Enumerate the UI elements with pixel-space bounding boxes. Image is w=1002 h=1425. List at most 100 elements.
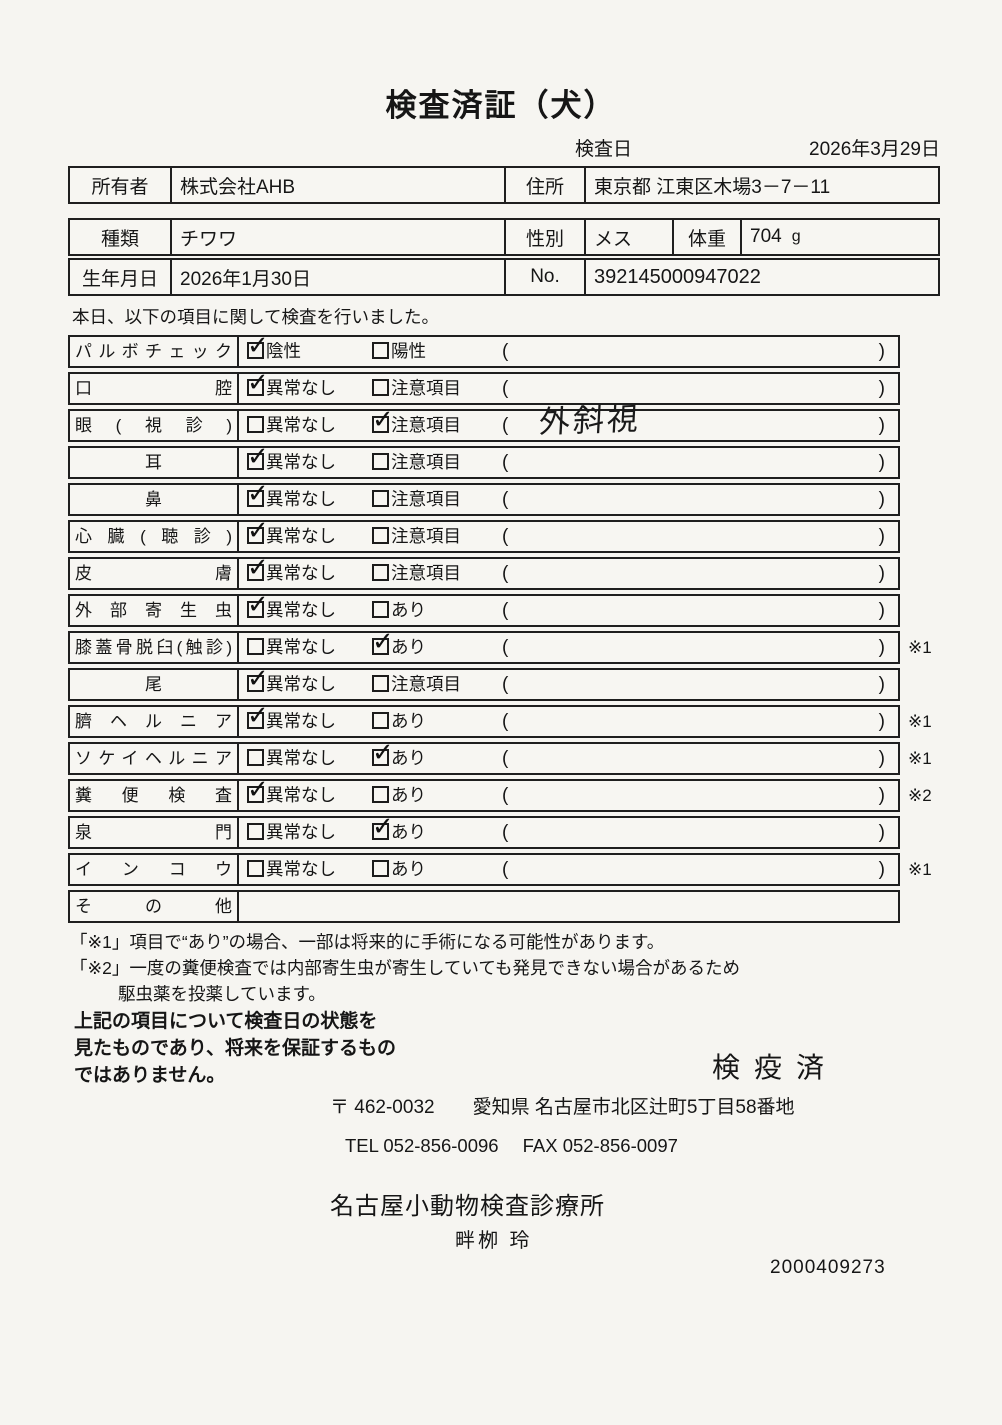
weight-label: 体重 [674, 220, 742, 254]
owner-label: 所有者 [70, 168, 172, 202]
paren-close-char: ) [878, 452, 885, 473]
option-1-label: 異常なし [266, 452, 336, 472]
paren-close-char: ) [878, 415, 885, 436]
checkbox-option-2: ✓ [372, 527, 389, 544]
exam-row-content: ✓ 異常なし ✓ 注意項目 ( ) [239, 665, 898, 699]
intro-text: 本日、以下の項目に関して検査を行いました。 [72, 307, 439, 327]
exam-row: 泉門 ✓ 異常なし ✓ あり ( ) [68, 813, 900, 849]
number-value: 392145000947022 [594, 265, 761, 288]
option-2-label: 注意項目 [391, 415, 461, 435]
checkbox-option-2: ✓ [372, 739, 394, 766]
exam-row: 口腔 ✓ 異常なし ✓ 注意項目 ( ) [68, 369, 900, 405]
option-2-label: あり [391, 637, 426, 657]
footnote-2: 「※2」一度の糞便検査では内部寄生虫が寄生していても発見できない場合があるため [70, 958, 740, 978]
footnote-mark: ※1 [908, 749, 932, 768]
paren-close-char: ) [878, 859, 885, 880]
exam-row-content: ✓ 異常なし ✓ 注意項目 ( ) [239, 369, 898, 403]
checkbox-option-1: ✓ [247, 416, 264, 433]
weight-unit: g [791, 228, 801, 245]
owner-value: 株式会社AHB [172, 168, 506, 202]
clinic-address: 愛知県 名古屋市北区辻町5丁目58番地 [472, 1097, 795, 1118]
exam-row: 鼻 ✓ 異常なし ✓ 注意項目 ( ) [68, 480, 900, 516]
paren-open-char: ( [502, 452, 509, 473]
address-value: 東京都 江東区木場3－7－11 [594, 176, 831, 198]
paren-close-char: ) [878, 748, 885, 769]
check-mark-icon: ✓ [247, 589, 269, 619]
clinic-postal-code: 〒 462-0032 [330, 1097, 435, 1118]
paren-open-char: ( [502, 341, 509, 362]
paren-open-char: ( [502, 378, 509, 399]
footnote-mark: ※1 [908, 712, 932, 731]
paren-open-char: ( [502, 563, 509, 584]
check-mark-icon: ✓ [372, 737, 394, 767]
exam-row: パルボチェック ✓ 陰性 ✓ 陽性 ( ) [68, 332, 900, 368]
exam-row-content: ✓ ✓ ( ) [239, 892, 898, 921]
exam-row: ソケイヘルニア ✓ 異常なし ✓ あり ( ) ※1 [68, 739, 932, 775]
checkbox-option-1: ✓ [247, 749, 264, 766]
exam-row: 皮膚 ✓ 異常なし ✓ 注意項目 ( ) [68, 552, 900, 590]
exam-row-label: インコウ [70, 855, 239, 884]
exam-row: 耳 ✓ 異常なし ✓ 注意項目 ( ) [68, 443, 900, 479]
paren-open-char: ( [502, 600, 509, 621]
option-1-label: 異常なし [266, 600, 336, 620]
footnote-mark: ※1 [908, 860, 932, 879]
exam-row-content: ✓ 異常なし ✓ 注意項目 ( 外斜視 ) [239, 401, 898, 440]
check-mark-icon: ✓ [247, 478, 269, 508]
exam-row: インコウ ✓ 異常なし ✓ あり ( ) ※1 [68, 853, 932, 886]
birthdate-row: 生年月日 2026年1月30日 No. 392145000947022 [68, 258, 940, 296]
paren-open-char: ( [502, 489, 509, 510]
option-2-label: あり [391, 822, 426, 842]
checkbox-option-2: ✓ [372, 786, 389, 803]
check-mark-icon: ✓ [247, 774, 269, 804]
exam-row-label: 口腔 [70, 374, 239, 403]
serial-number: 2000409273 [770, 1257, 886, 1278]
check-mark-icon: ✓ [247, 552, 269, 582]
clinic-name: 名古屋小動物検査診療所 [330, 1193, 605, 1220]
exam-row-content: ✓ 異常なし ✓ あり ( ) [239, 591, 898, 625]
paren-open-char: ( [502, 711, 509, 732]
option-2-label: 注意項目 [391, 674, 461, 694]
disclaimer-line-1: 上記の項目について検査日の状態を [74, 1011, 378, 1032]
option-1-label: 異常なし [266, 674, 336, 694]
paren-close-char: ) [878, 637, 885, 658]
checkbox-option-1: ✓ [247, 860, 264, 877]
exam-row: 糞便検査 ✓ 異常なし ✓ あり ( ) ※2 [68, 776, 932, 812]
number-label: No. [506, 260, 586, 294]
disclaimer: 上記の項目について検査日の状態を 見たものであり、将来を保証するもの ではありま… [74, 1008, 396, 1089]
weight-cell: 704 g [742, 220, 938, 254]
footnote-mark: ※2 [908, 786, 932, 805]
birthdate-value: 2026年1月30日 [172, 260, 506, 294]
paren-open-char: ( [502, 822, 509, 843]
clinic-tel: TEL 052-856-0096 [345, 1135, 499, 1156]
exam-row-label: 外部寄生虫 [70, 596, 239, 625]
option-2-label: 陽性 [391, 341, 426, 361]
checkbox-option-1: ✓ [247, 332, 269, 359]
exam-row-content: ✓ 陰性 ✓ 陽性 ( ) [239, 332, 898, 366]
page-title: 検査済証（犬） [385, 88, 617, 123]
exam-row-label: 糞便検査 [70, 781, 239, 810]
checkbox-option-2: ✓ [372, 813, 394, 840]
option-1-label: 異常なし [266, 563, 336, 583]
option-2-label: 注意項目 [391, 563, 461, 583]
check-mark-icon: ✓ [247, 367, 269, 397]
option-1-label: 異常なし [266, 785, 336, 805]
disclaimer-line-2: 見たものであり、将来を保証するもの [74, 1038, 397, 1059]
checkbox-option-2: ✓ [372, 628, 394, 655]
check-mark-icon: ✓ [372, 404, 394, 434]
paren-open-char: ( [502, 415, 509, 436]
exam-row-label: ソケイヘルニア [70, 744, 239, 773]
checkbox-option-2: ✓ [372, 564, 389, 581]
footnotes: 「※1」項目で“あり”の場合、一部は将来的に手術になる可能性があります。 「※2… [70, 929, 740, 1007]
paren-close-char: ) [878, 378, 885, 399]
paren-open-char: ( [502, 674, 509, 695]
veterinarian-name: 畔栁 玲 [455, 1230, 533, 1252]
checkbox-option-1: ✓ [247, 665, 269, 692]
checkbox-option-2: ✓ [372, 379, 389, 396]
exam-row-label: 耳 [70, 448, 239, 477]
checkbox-option-1: ✓ [247, 776, 269, 803]
exam-row-label: 膝蓋骨脱臼(触診) [70, 633, 239, 662]
checkbox-option-2: ✓ [372, 490, 389, 507]
exam-row-content: ✓ 異常なし ✓ 注意項目 ( ) [239, 480, 898, 514]
exam-row-label: 泉門 [70, 818, 239, 847]
